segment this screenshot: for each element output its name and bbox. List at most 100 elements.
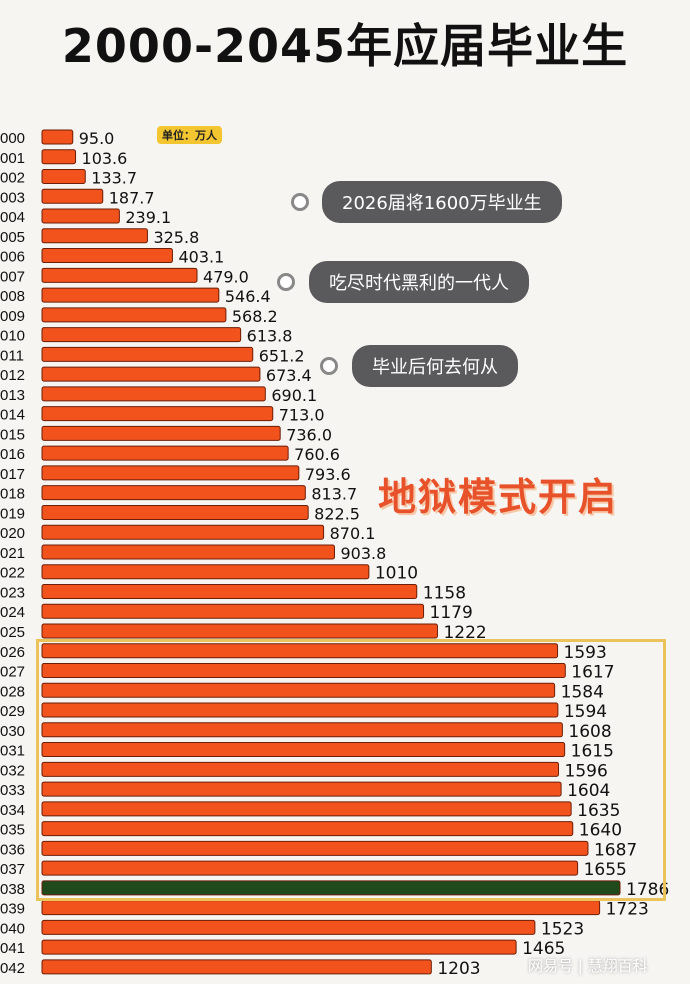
- category-label: 008: [0, 288, 25, 305]
- value-label: 103.6: [82, 149, 128, 168]
- category-label: 011: [0, 347, 24, 364]
- bar: [41, 248, 173, 264]
- category-label: 018: [0, 486, 25, 503]
- value-label: 1786: [626, 880, 669, 900]
- bar: [41, 801, 572, 817]
- bar: [41, 781, 562, 797]
- highlight-box: [36, 639, 666, 901]
- category-label: 030: [0, 723, 25, 740]
- bar: [41, 682, 556, 698]
- bar: [41, 524, 325, 540]
- bar: [41, 959, 432, 975]
- category-label: 033: [0, 782, 25, 799]
- value-label: 822.5: [314, 504, 360, 523]
- value-label: 1596: [565, 761, 608, 781]
- bar: [41, 267, 198, 283]
- category-label: 017: [0, 466, 25, 483]
- bar: [41, 544, 335, 560]
- category-label: 039: [0, 901, 25, 918]
- bar: [41, 603, 425, 619]
- bar: [41, 287, 220, 303]
- bar: [41, 327, 242, 343]
- category-label: 002: [0, 170, 25, 187]
- bar: [41, 425, 281, 441]
- value-label: 793.6: [305, 465, 351, 484]
- value-label: 1523: [541, 919, 584, 939]
- value-label: 546.4: [225, 287, 271, 306]
- category-label: 009: [0, 308, 25, 325]
- category-label: 028: [0, 683, 25, 700]
- bar: [41, 860, 579, 876]
- value-label: 1723: [606, 900, 649, 920]
- value-label: 133.7: [91, 169, 137, 188]
- category-label: 020: [0, 525, 25, 542]
- bar: [41, 722, 563, 738]
- category-label: 036: [0, 841, 25, 858]
- category-label: 021: [0, 545, 25, 562]
- category-label: 041: [0, 940, 25, 957]
- category-label: 031: [0, 743, 25, 760]
- value-label: 325.8: [153, 228, 199, 247]
- bar: [41, 564, 370, 580]
- category-label: 013: [0, 387, 25, 404]
- bar: [41, 169, 86, 185]
- value-label: 760.6: [294, 445, 340, 464]
- category-label: 023: [0, 584, 25, 601]
- category-label: 012: [0, 367, 25, 384]
- bar: [41, 129, 74, 145]
- value-label: 673.4: [266, 366, 312, 385]
- bar: [41, 366, 261, 382]
- bar: [41, 663, 566, 679]
- category-label: 007: [0, 268, 25, 285]
- circle-marker-icon: [291, 193, 309, 211]
- category-label: 040: [0, 920, 25, 937]
- value-label: 1604: [567, 781, 610, 801]
- annotation-pill: 吃尽时代黑利的一代人: [309, 261, 529, 303]
- value-label: 813.7: [311, 485, 357, 504]
- category-label: 034: [0, 802, 25, 819]
- value-label: 403.1: [178, 248, 224, 267]
- value-label: 1010: [375, 564, 418, 584]
- category-label: 015: [0, 426, 25, 443]
- value-label: 903.8: [340, 544, 386, 563]
- bar: [41, 406, 274, 422]
- category-label: 042: [0, 960, 25, 977]
- value-label: 1179: [430, 603, 473, 623]
- bar: [41, 228, 148, 244]
- value-label: 736.0: [286, 425, 332, 444]
- unit-badge: 单位：万人: [157, 126, 222, 144]
- value-label: 187.7: [109, 188, 155, 207]
- category-label: 010: [0, 328, 25, 345]
- category-label: 006: [0, 249, 25, 266]
- value-label: 1655: [584, 860, 627, 880]
- watermark: 网易号 | 慧翔百科: [528, 957, 648, 975]
- bar: [41, 465, 300, 481]
- category-label: 032: [0, 762, 25, 779]
- category-label: 025: [0, 624, 25, 641]
- bar: [41, 188, 104, 204]
- category-label: 037: [0, 861, 25, 878]
- value-label: 613.8: [247, 327, 293, 346]
- value-label: 1615: [571, 742, 614, 762]
- category-label: 016: [0, 446, 25, 463]
- value-label: 1687: [594, 840, 637, 860]
- value-label: 1594: [564, 702, 607, 722]
- value-label: 1593: [564, 643, 607, 663]
- value-label: 1608: [568, 722, 611, 742]
- bar: [41, 346, 254, 362]
- headline-overlay: 地狱模式开启: [378, 475, 619, 519]
- bar: [41, 445, 289, 461]
- value-label: 1465: [522, 939, 565, 959]
- bar: [41, 208, 120, 224]
- value-label: 1158: [423, 583, 466, 603]
- bar: [41, 761, 560, 777]
- bar: [41, 149, 77, 165]
- value-label: 1584: [561, 682, 604, 702]
- value-label: 479.0: [203, 267, 249, 286]
- value-label: 870.1: [330, 524, 376, 543]
- bar: [41, 821, 574, 837]
- category-label: 004: [0, 209, 25, 226]
- circle-marker-icon: [277, 273, 295, 291]
- bar: [41, 939, 517, 955]
